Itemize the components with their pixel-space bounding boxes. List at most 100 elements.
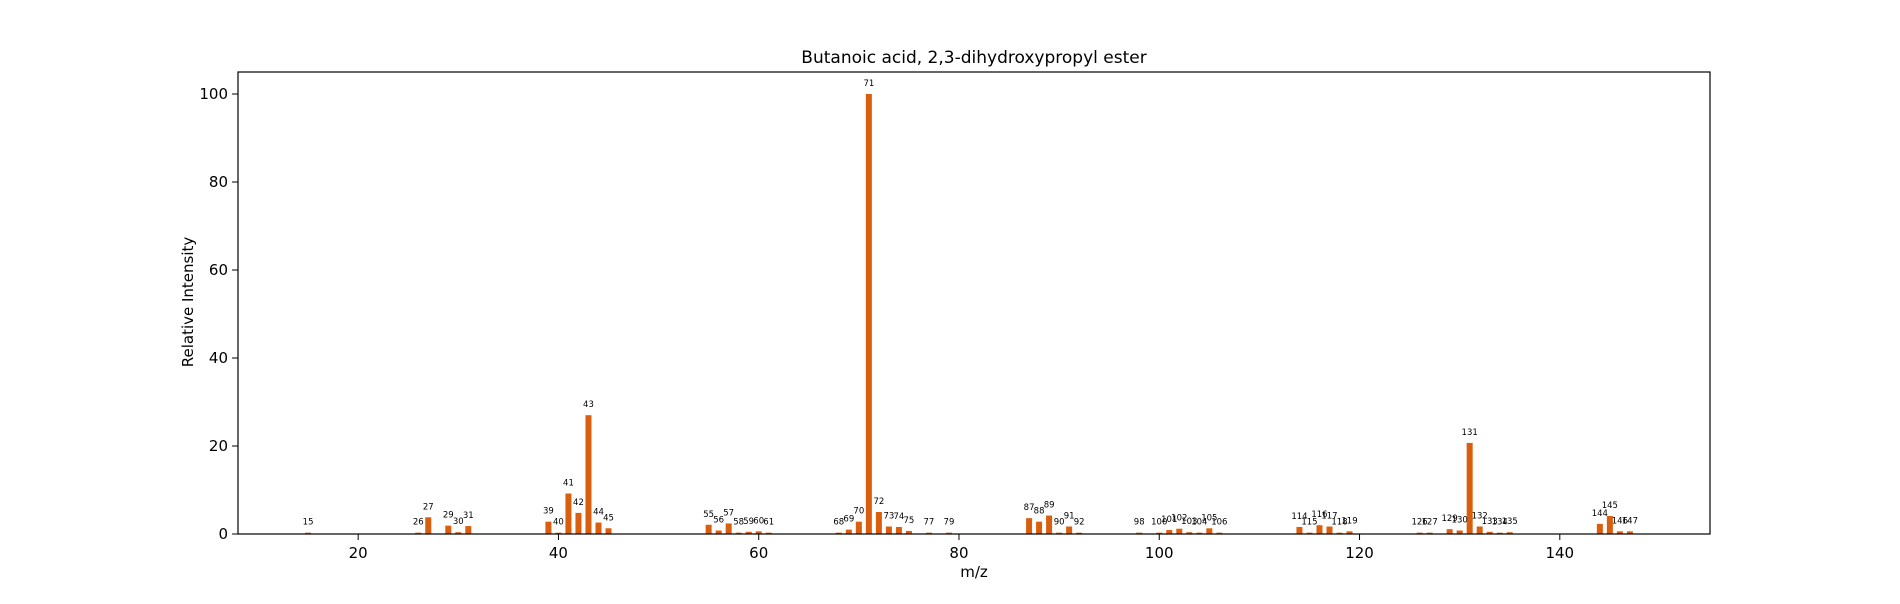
bar-mz-145: [1606, 515, 1613, 534]
bar-mz-126: [1416, 532, 1423, 534]
bar-mz-71: [865, 94, 872, 534]
bar-mz-43: [585, 415, 592, 534]
y-tick-label-80: 80: [209, 173, 228, 191]
peak-label-144: 144: [1592, 509, 1608, 519]
peak-label-69: 69: [843, 515, 854, 525]
bar-mz-118: [1336, 532, 1343, 534]
bar-mz-132: [1476, 526, 1483, 534]
peak-label-101: 101: [1161, 515, 1177, 525]
peak-label-117: 117: [1321, 512, 1337, 522]
bar-mz-89: [1046, 515, 1053, 534]
peak-label-91: 91: [1064, 512, 1075, 522]
peak-label-130: 130: [1452, 515, 1468, 525]
plot-frame: [237, 71, 1711, 535]
bar-mz-92: [1076, 532, 1083, 534]
y-tick-label-60: 60: [209, 261, 228, 279]
bar-mz-127: [1426, 532, 1433, 534]
bar-mz-57: [725, 523, 732, 534]
bar-mz-87: [1026, 518, 1033, 534]
peak-label-147: 147: [1622, 516, 1638, 526]
peak-label-55: 55: [703, 510, 714, 520]
x-tick-label-100: 100: [1145, 544, 1174, 562]
bar-mz-134: [1496, 532, 1503, 534]
bar-mz-119: [1346, 531, 1353, 534]
bar-mz-133: [1486, 531, 1493, 534]
peak-label-116: 116: [1311, 510, 1327, 520]
peak-label-131: 131: [1462, 428, 1478, 438]
bar-mz-103: [1186, 532, 1193, 534]
bar-mz-75: [905, 530, 912, 534]
peak-label-132: 132: [1472, 512, 1488, 522]
bar-mz-98: [1136, 532, 1143, 534]
bar-mz-114: [1296, 526, 1303, 534]
peak-label-61: 61: [763, 518, 774, 528]
bar-mz-26: [415, 532, 422, 534]
bar-mz-68: [835, 532, 842, 534]
peak-label-134: 134: [1492, 518, 1508, 528]
x-axis-label: m/z: [960, 563, 988, 581]
peak-label-68: 68: [833, 518, 844, 528]
peak-label-87: 87: [1024, 503, 1035, 513]
peak-label-70: 70: [853, 507, 864, 517]
peak-label-88: 88: [1034, 507, 1045, 517]
bar-mz-147: [1626, 531, 1633, 534]
peak-label-72: 72: [873, 497, 884, 507]
bar-mz-77: [925, 532, 932, 534]
bar-mz-79: [945, 532, 952, 534]
peak-label-119: 119: [1341, 516, 1357, 526]
bar-mz-74: [895, 526, 902, 534]
peak-label-105: 105: [1201, 513, 1217, 523]
peak-label-92: 92: [1074, 518, 1085, 528]
bar-mz-131: [1466, 442, 1473, 534]
peak-label-39: 39: [543, 507, 554, 517]
chart-title: Butanoic acid, 2,3-dihydroxypropyl ester: [801, 48, 1146, 68]
bar-mz-44: [595, 522, 602, 534]
peak-label-75: 75: [903, 516, 914, 526]
bar-mz-60: [755, 531, 762, 534]
bar-mz-41: [565, 493, 572, 534]
peak-label-56: 56: [713, 515, 724, 525]
bar-mz-106: [1216, 532, 1223, 534]
peak-label-127: 127: [1422, 518, 1438, 528]
peak-label-126: 126: [1411, 518, 1427, 528]
peak-label-44: 44: [593, 508, 604, 518]
peak-label-98: 98: [1134, 518, 1145, 528]
peak-label-27: 27: [423, 502, 434, 512]
y-tick-label-20: 20: [209, 437, 228, 455]
peak-label-145: 145: [1602, 501, 1618, 511]
bar-mz-115: [1306, 532, 1313, 534]
peak-label-74: 74: [893, 512, 904, 522]
bar-mz-61: [765, 532, 772, 534]
peak-label-43: 43: [583, 400, 594, 410]
x-tick-label-140: 140: [1545, 544, 1574, 562]
bar-mz-69: [845, 529, 852, 534]
peak-label-73: 73: [883, 512, 894, 522]
bar-mz-56: [715, 530, 722, 534]
bar-mz-39: [545, 521, 552, 534]
bar-mz-117: [1326, 526, 1333, 534]
x-tick-label-40: 40: [549, 544, 568, 562]
peak-label-41: 41: [563, 479, 574, 489]
peak-label-71: 71: [863, 79, 874, 89]
bar-mz-129: [1446, 529, 1453, 534]
bar-mz-30: [455, 532, 462, 534]
peak-label-79: 79: [944, 518, 955, 528]
bar-mz-104: [1196, 532, 1203, 534]
peak-label-29: 29: [443, 511, 454, 521]
peak-label-15: 15: [303, 518, 314, 528]
peak-label-114: 114: [1291, 512, 1307, 522]
peak-label-89: 89: [1044, 501, 1055, 511]
peak-label-26: 26: [413, 518, 424, 528]
bar-mz-58: [735, 532, 742, 534]
peak-label-129: 129: [1442, 514, 1458, 524]
bar-mz-130: [1456, 530, 1463, 534]
bar-mz-102: [1176, 528, 1183, 534]
bar-mz-100: [1156, 532, 1163, 534]
x-tick-label-60: 60: [749, 544, 768, 562]
peak-label-59: 59: [743, 517, 754, 527]
bar-mz-40: [555, 532, 562, 534]
bar-mz-45: [605, 528, 612, 534]
